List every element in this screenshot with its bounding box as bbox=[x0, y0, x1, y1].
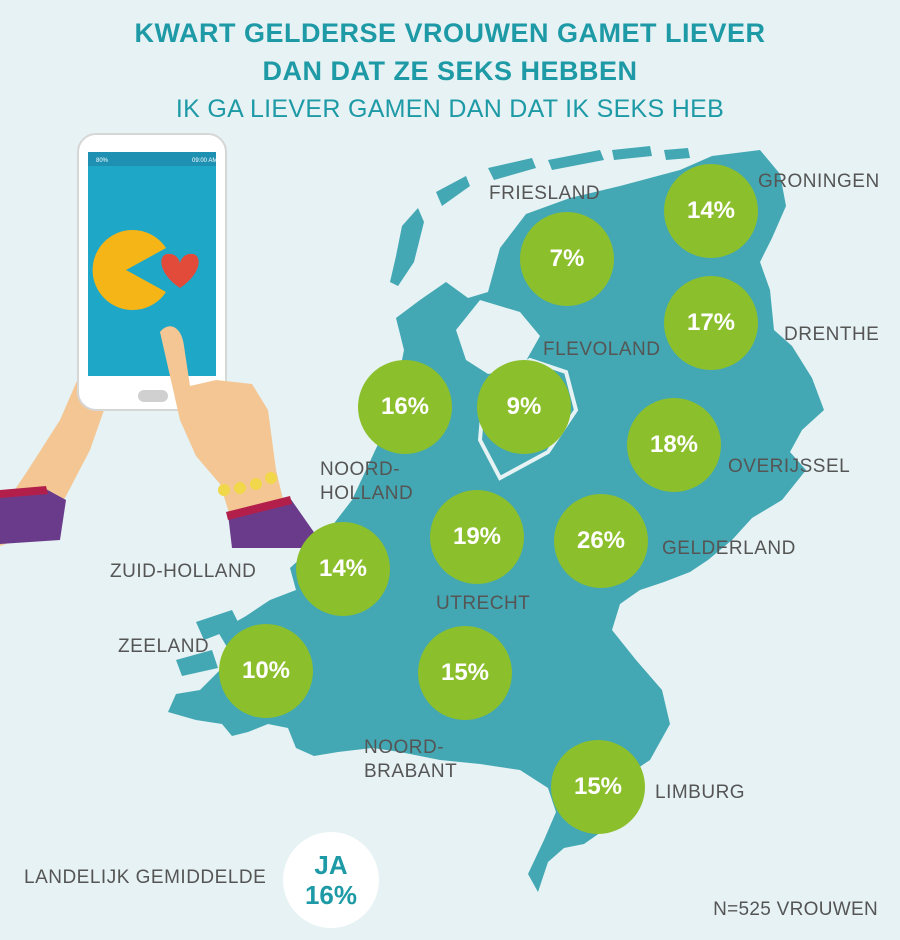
label-friesland: FRIESLAND bbox=[489, 183, 601, 204]
label-utrecht: UTRECHT bbox=[436, 593, 531, 614]
national-average-answer: JA bbox=[314, 850, 348, 880]
title-line-2: DAN DAT ZE SEKS HEBBEN bbox=[262, 56, 638, 86]
pacman-icon bbox=[92, 230, 166, 310]
subtitle: IK GA LIEVER GAMEN DAN DAT IK SEKS HEB bbox=[175, 95, 725, 123]
bubble-flevoland: 9% bbox=[477, 360, 571, 454]
ijsselmeer bbox=[456, 300, 540, 374]
label-noord-holland: NOORD- HOLLAND bbox=[320, 458, 413, 506]
national-average-value: 16% bbox=[304, 880, 358, 910]
label-groningen: GRONINGEN bbox=[758, 171, 880, 192]
label-noord-brabant: NOORD- BRABANT bbox=[364, 736, 457, 784]
phone-battery-text: 80% bbox=[96, 158, 109, 164]
bubble-noord-brabant: 15% bbox=[418, 626, 512, 720]
bubble-gelderland: 26% bbox=[554, 494, 648, 588]
bubble-noord-holland: 16% bbox=[358, 360, 452, 454]
zeeland-islands bbox=[176, 610, 240, 676]
bubble-drenthe: 17% bbox=[664, 276, 758, 370]
label-gelderland: GELDERLAND bbox=[662, 538, 796, 559]
bubble-limburg: 15% bbox=[551, 740, 645, 834]
bubble-groningen: 14% bbox=[664, 164, 758, 258]
sample-size-note: N=525 VROUWEN bbox=[713, 899, 878, 920]
national-average-label: LANDELIJK GEMIDDELDE bbox=[24, 867, 267, 888]
label-noord-brabant-line2: BRABANT bbox=[364, 761, 458, 782]
label-flevoland: FLEVOLAND bbox=[543, 339, 661, 360]
bubble-zuid-holland: 14% bbox=[296, 522, 390, 616]
phone-time-text: 09:00 AM bbox=[192, 158, 217, 164]
label-noord-brabant-line1: NOORD- bbox=[364, 737, 445, 758]
label-limburg: LIMBURG bbox=[655, 782, 746, 803]
left-hand bbox=[0, 360, 110, 546]
heart-icon bbox=[161, 253, 199, 288]
wadden-islands bbox=[390, 146, 690, 286]
label-noord-holland-line2: HOLLAND bbox=[320, 483, 414, 504]
label-zeeland: ZEELAND bbox=[118, 636, 210, 657]
bubble-zeeland: 10% bbox=[219, 624, 313, 718]
label-drenthe: DRENTHE bbox=[784, 324, 880, 345]
phone bbox=[77, 133, 227, 411]
title-line-1: KWART GELDERSE VROUWEN GAMET LIEVER bbox=[134, 18, 766, 48]
right-hand bbox=[160, 326, 318, 548]
bubble-utrecht: 19% bbox=[430, 490, 524, 584]
bubble-overijssel: 18% bbox=[627, 398, 721, 492]
label-overijssel: OVERIJSSEL bbox=[728, 456, 851, 477]
label-noord-holland-line1: NOORD- bbox=[320, 459, 401, 480]
national-average-badge: JA 16% bbox=[283, 832, 379, 928]
bubble-friesland: 7% bbox=[520, 212, 614, 306]
label-zuid-holland: ZUID-HOLLAND bbox=[110, 561, 257, 582]
